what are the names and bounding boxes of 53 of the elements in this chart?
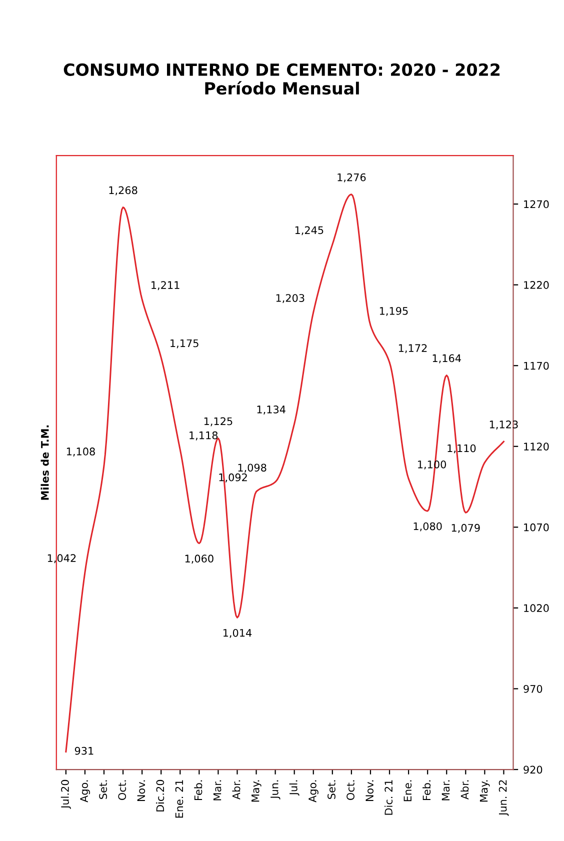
data-label: 1,245 [295, 226, 324, 236]
x-tick-label: May. [480, 780, 490, 802]
x-tick-label: Jul.20 [60, 780, 71, 809]
x-tick-label: Abr. [460, 780, 469, 800]
data-label: 1,108 [66, 448, 95, 456]
x-tick-label: Set. [328, 780, 336, 799]
data-label: 1,175 [170, 339, 198, 348]
x-tick-label: Feb. [194, 780, 202, 800]
y-tick-label: 1070 [524, 523, 549, 532]
y-tick-label: 1220 [524, 281, 549, 289]
y-tick-label: 970 [524, 684, 542, 693]
data-label: 1,211 [152, 281, 180, 290]
x-tick-label: Oct. [346, 780, 354, 800]
x-tick-label: Set. [99, 780, 108, 799]
x-tick-label: Jun. [270, 780, 280, 800]
data-label: 1,079 [452, 524, 480, 533]
data-label: 1,134 [257, 406, 286, 414]
x-tick-label: Ene. [404, 780, 412, 802]
chart-title: CONSUMO INTERNO DE CEMENTO: 2020 - 2022 Período Mensual [64, 63, 500, 95]
x-tick-label: May. [252, 780, 262, 802]
data-label: 1,125 [204, 417, 232, 426]
x-tick-label: Nov. [366, 780, 374, 802]
data-label: 1,164 [432, 354, 461, 364]
data-label: 1,276 [338, 173, 366, 182]
x-tick-label: Ene. 21 [175, 780, 184, 818]
x-tick-label: Mar. [213, 780, 222, 800]
y-tick-label: 1120 [524, 442, 549, 450]
data-label: 1,203 [276, 294, 304, 304]
data-label: 1,060 [185, 554, 214, 564]
x-tick-label: Ago. [308, 780, 318, 802]
y-tick-label: 920 [524, 766, 542, 774]
x-tick-label: Ago. [80, 780, 90, 802]
y-tick-label: 1170 [524, 362, 549, 370]
data-label: 931 [74, 746, 94, 755]
data-label: 1,172 [398, 344, 427, 354]
x-tick-label: Nov. [137, 780, 146, 802]
x-tick-label: Dic. 21 [384, 780, 393, 815]
data-label: 1,118 [190, 431, 218, 440]
x-tick-label: Abr. [232, 780, 240, 800]
y-tick-label: 1020 [524, 604, 549, 612]
y-tick-label: 1270 [524, 200, 549, 208]
x-tick-label: Feb. [422, 780, 431, 800]
data-label: 1,014 [223, 628, 252, 638]
data-label: 1,268 [109, 186, 138, 196]
data-label: 1,098 [238, 464, 266, 473]
data-label: 1,080 [414, 522, 442, 532]
data-label: 1,195 [380, 306, 408, 316]
y-axis-title: Miles de T.M. [40, 425, 49, 500]
x-tick-label: Jul. [289, 780, 300, 796]
x-tick-label: Dic.20 [156, 780, 164, 812]
x-tick-label: Oct. [118, 780, 126, 800]
x-tick-label: Jun. 22 [498, 780, 509, 816]
x-tick-label: Mar. [442, 780, 450, 800]
